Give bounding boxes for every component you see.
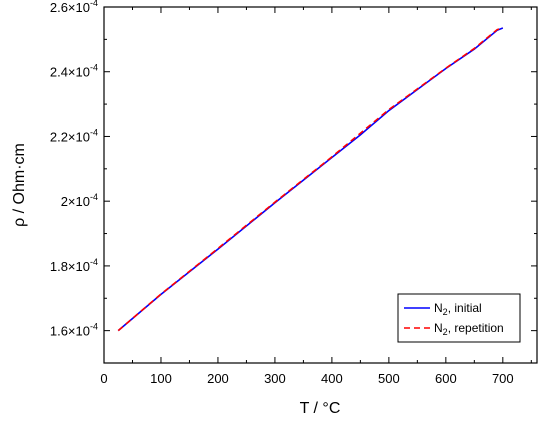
y-tick-label: 2×10-4 [61, 192, 98, 209]
y-tick-label: 1.8×10-4 [50, 257, 98, 274]
legend: N2, initial N2, repetition [397, 293, 521, 343]
series-line-repetition [117, 26, 504, 332]
x-axis-title: T / °C [300, 400, 341, 417]
y-axis-ticks: 1.6×10-4 1.8×10-4 2×10-4 2.2×10-4 2.4×10-4 2.… [50, 0, 537, 339]
y-tick-label: 2.6×10-4 [50, 0, 98, 15]
x-tick-label: 300 [264, 371, 286, 386]
plot-frame [103, 6, 538, 364]
x-tick-label: 0 [100, 371, 107, 386]
x-axis-ticks: 0 100 200 300 400 500 600 700 [100, 7, 532, 386]
y-tick-label: 2.2×10-4 [50, 127, 98, 144]
x-tick-label: 200 [207, 371, 229, 386]
y-tick-label: 2.4×10-4 [50, 63, 98, 80]
x-tick-label: 700 [492, 371, 514, 386]
y-axis-title: ρ / Ohm·cm [11, 143, 28, 227]
x-tick-label: 100 [150, 371, 172, 386]
y-tick-label: 1.6×10-4 [50, 322, 98, 339]
x-tick-label: 600 [435, 371, 457, 386]
legend-label-repetition: N2, repetition [434, 321, 504, 337]
legend-label-initial: N2, initial [434, 301, 482, 317]
series-layer [117, 26, 504, 332]
x-tick-label: 400 [321, 371, 343, 386]
legend-box [397, 293, 521, 343]
series-line-initial [117, 27, 504, 332]
x-tick-label: 500 [378, 371, 400, 386]
